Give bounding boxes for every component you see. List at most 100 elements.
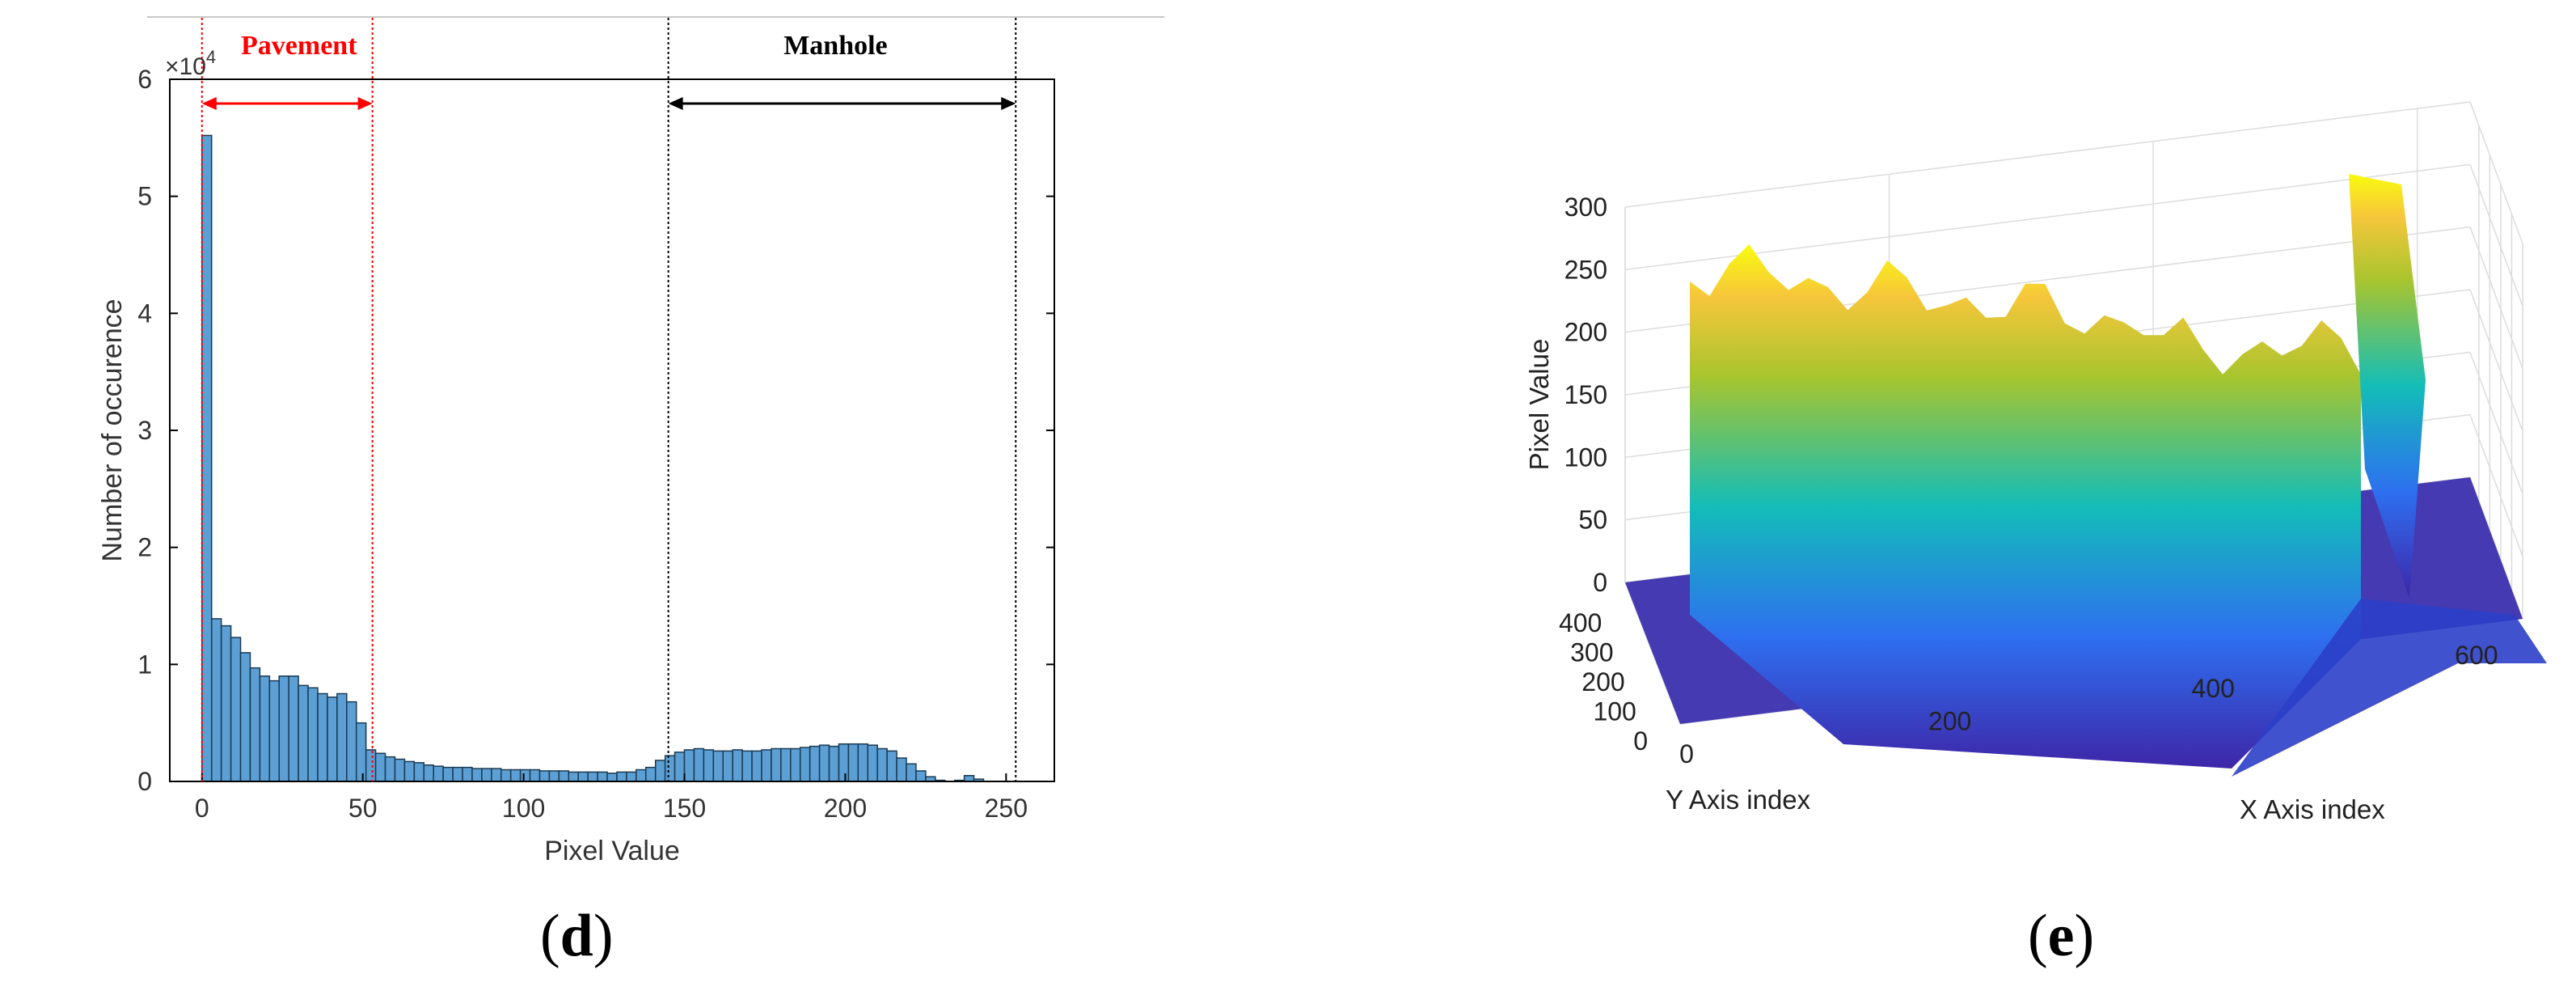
histogram-bar [761, 749, 772, 782]
y-tick-label: 5 [137, 182, 152, 211]
histogram-bar [771, 747, 782, 782]
y-tick-label: 1 [137, 650, 152, 679]
histogram-bar [355, 722, 367, 782]
histogram-bar [683, 749, 695, 782]
y-tick-label: 6 [137, 65, 152, 94]
histogram-bar [394, 758, 406, 782]
histogram-bar [413, 762, 425, 782]
histogram-bar [442, 766, 454, 782]
surface-grid-line [2469, 289, 2523, 432]
y-tick-label: 4 [137, 298, 152, 328]
histogram-bar [259, 675, 271, 782]
histogram-bar [519, 768, 531, 782]
histogram-bar [626, 771, 637, 782]
y-axis-label: Number of occurence [97, 298, 128, 561]
range-arrowhead-right [1001, 97, 1016, 110]
x-tick-label: 200 [824, 794, 867, 823]
histogram-bar [751, 750, 762, 782]
z-tick-label: 250 [1565, 255, 1607, 284]
histogram-bar [548, 770, 560, 782]
histogram-bar [838, 743, 850, 782]
z-tick-label: 200 [1565, 318, 1607, 347]
surface-grid-line [1624, 101, 2471, 208]
histogram-bar [317, 692, 328, 782]
histogram-bar [645, 766, 657, 782]
histogram-bar [558, 770, 570, 782]
histogram-bar [220, 625, 232, 782]
x-axis-label: Pixel Value [544, 836, 680, 866]
histogram-bar [249, 667, 261, 782]
x-tick-label: 50 [348, 794, 378, 823]
histogram-bar [654, 760, 666, 782]
y-multiplier-base: ×10 [165, 53, 206, 80]
histogram-bar [876, 747, 888, 782]
z-tick-label: 150 [1565, 380, 1607, 409]
histogram-bar [500, 768, 512, 782]
histogram-bar [896, 757, 907, 782]
surface-chart: 0501001502002503000200400600010020030040… [1524, 101, 2547, 824]
histogram-bar [693, 747, 705, 782]
x-tick-label-3d: 0 [1679, 739, 1694, 768]
surface-low-region [2232, 599, 2547, 777]
y-tick-label: 2 [137, 533, 152, 562]
histogram-bar [636, 768, 647, 782]
histogram-bar [568, 771, 579, 782]
panel-label-d: (d) [540, 903, 614, 969]
histogram-bar [867, 744, 878, 782]
histogram-axes-box [169, 78, 1055, 782]
histogram-bar [577, 771, 589, 782]
histogram-bar [538, 770, 551, 782]
histogram-bar [433, 765, 444, 782]
histogram-bar [857, 743, 869, 782]
histogram-bar [790, 747, 801, 782]
surface-grid-line [1624, 163, 2471, 271]
x-tick-label: 0 [195, 794, 209, 823]
x-axis-label-3d: X Axis index [2240, 794, 2385, 824]
histogram-bar [471, 768, 483, 782]
histogram-bar [452, 766, 463, 782]
surface-grid-line [2469, 227, 2523, 369]
histogram-bar [712, 750, 724, 782]
histogram-bar [210, 618, 222, 782]
y-tick-label-3d: 0 [1633, 726, 1648, 756]
manhole-annotation: Manhole [783, 31, 887, 61]
z-tick-label: 50 [1578, 506, 1607, 535]
histogram-bar [732, 749, 743, 782]
z-axis-label: Pixel Value [1524, 339, 1554, 471]
range-arrowhead-left [668, 97, 683, 110]
z-tick-label: 100 [1565, 442, 1607, 472]
histogram-bar [268, 680, 281, 782]
histogram-bar [597, 771, 608, 782]
histogram-bar [906, 763, 917, 782]
histogram-bar [288, 675, 299, 782]
histogram-bar [828, 745, 840, 782]
histogram-bar [346, 701, 357, 782]
histogram-bar [374, 752, 386, 782]
histogram-bar [616, 771, 627, 782]
histogram-bar [327, 696, 338, 782]
x-tick-label: 100 [502, 794, 545, 823]
histogram-bar [886, 750, 897, 782]
x-tick-label: 150 [663, 794, 706, 823]
histogram-bar [529, 768, 541, 782]
x-tick-label-3d: 600 [2455, 641, 2498, 670]
histogram-bar [201, 134, 213, 782]
pavement-annotation: Pavement [241, 31, 357, 61]
histogram-bar [847, 743, 859, 782]
histogram-bar [384, 756, 396, 782]
histogram-bar [809, 745, 821, 782]
histogram-bar [606, 773, 618, 782]
y-tick-label: 0 [137, 767, 152, 796]
histogram-bar [780, 747, 792, 782]
histogram-bar [963, 775, 975, 782]
histogram-bar [722, 750, 733, 782]
surface-grid-line [2469, 101, 2523, 244]
histogram-bar [336, 692, 348, 782]
y-tick-label-3d: 100 [1593, 697, 1636, 726]
y-tick-label: 3 [137, 416, 152, 445]
z-tick-label: 0 [1593, 568, 1607, 597]
histogram-bar [423, 764, 434, 782]
histogram-bar [674, 752, 686, 782]
range-arrowhead-left [201, 97, 217, 110]
